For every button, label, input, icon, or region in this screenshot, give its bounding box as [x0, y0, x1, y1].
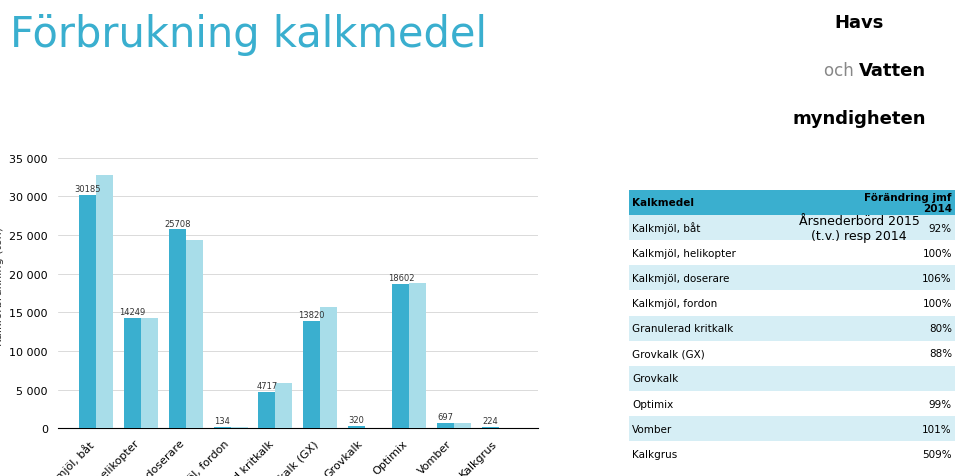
Bar: [629, 441, 955, 466]
Bar: [258, 392, 276, 428]
Bar: [629, 416, 955, 441]
Text: Kalkmjöl, fordon: Kalkmjöl, fordon: [632, 298, 717, 308]
Text: Grovkalk (GX): Grovkalk (GX): [632, 348, 705, 358]
Bar: [629, 291, 955, 316]
Text: 106%: 106%: [923, 273, 952, 283]
Text: 320: 320: [348, 415, 364, 424]
Bar: [141, 318, 158, 428]
Bar: [348, 426, 365, 428]
Bar: [454, 423, 471, 428]
Bar: [629, 391, 955, 416]
Bar: [629, 240, 955, 266]
Text: Årsnederbörd 2015
(t.v.) resp 2014: Årsnederbörd 2015 (t.v.) resp 2014: [799, 214, 920, 242]
Text: Förbrukning kalkmedel: Förbrukning kalkmedel: [10, 14, 487, 56]
Bar: [169, 230, 186, 428]
Bar: [124, 318, 141, 428]
Bar: [629, 216, 955, 240]
Text: Kalkmjöl, båt: Kalkmjöl, båt: [632, 222, 701, 234]
Text: 101%: 101%: [923, 424, 952, 434]
Text: 99%: 99%: [929, 399, 952, 409]
Bar: [303, 322, 320, 428]
Text: 14249: 14249: [119, 307, 146, 317]
Text: 18602: 18602: [388, 274, 414, 283]
Text: 509%: 509%: [923, 449, 952, 459]
Bar: [213, 427, 230, 428]
Text: Kalkmjöl, doserare: Kalkmjöl, doserare: [632, 273, 730, 283]
Text: Vatten: Vatten: [859, 62, 926, 80]
Text: 697: 697: [438, 412, 453, 421]
Bar: [629, 190, 955, 216]
Bar: [393, 285, 409, 428]
Text: 134: 134: [214, 416, 230, 426]
Text: 92%: 92%: [929, 223, 952, 233]
Bar: [80, 196, 96, 428]
Text: 30185: 30185: [75, 185, 101, 193]
Bar: [629, 266, 955, 291]
Text: Grovkalk: Grovkalk: [632, 374, 679, 384]
Text: 100%: 100%: [923, 298, 952, 308]
Bar: [230, 427, 248, 428]
Text: Förändring jmf
2014: Förändring jmf 2014: [864, 192, 952, 214]
Text: 88%: 88%: [929, 348, 952, 358]
Text: Optimix: Optimix: [632, 399, 673, 409]
Bar: [186, 241, 203, 428]
Bar: [409, 283, 426, 428]
Text: Kalkgrus: Kalkgrus: [632, 449, 678, 459]
Text: 13820: 13820: [299, 311, 324, 320]
Bar: [365, 427, 382, 428]
Y-axis label: Kalkförbrukning (ton): Kalkförbrukning (ton): [0, 226, 4, 345]
Text: Havs: Havs: [834, 14, 884, 32]
Text: Kalkmedel: Kalkmedel: [632, 198, 694, 208]
Text: Kalkmjöl, helikopter: Kalkmjöl, helikopter: [632, 248, 736, 258]
Bar: [482, 426, 499, 428]
Text: 25708: 25708: [164, 219, 191, 228]
Text: Vomber: Vomber: [632, 424, 672, 434]
Bar: [96, 175, 113, 428]
Text: 4717: 4717: [256, 381, 277, 390]
Bar: [629, 316, 955, 341]
Text: och: och: [825, 62, 859, 80]
Text: 224: 224: [483, 416, 498, 425]
Bar: [276, 383, 292, 428]
Bar: [629, 366, 955, 391]
Bar: [320, 307, 337, 428]
Bar: [437, 423, 454, 428]
Text: 80%: 80%: [929, 324, 952, 333]
Text: myndigheten: myndigheten: [792, 109, 926, 128]
Text: Granulerad kritkalk: Granulerad kritkalk: [632, 324, 733, 333]
Bar: [629, 341, 955, 366]
Text: 100%: 100%: [923, 248, 952, 258]
